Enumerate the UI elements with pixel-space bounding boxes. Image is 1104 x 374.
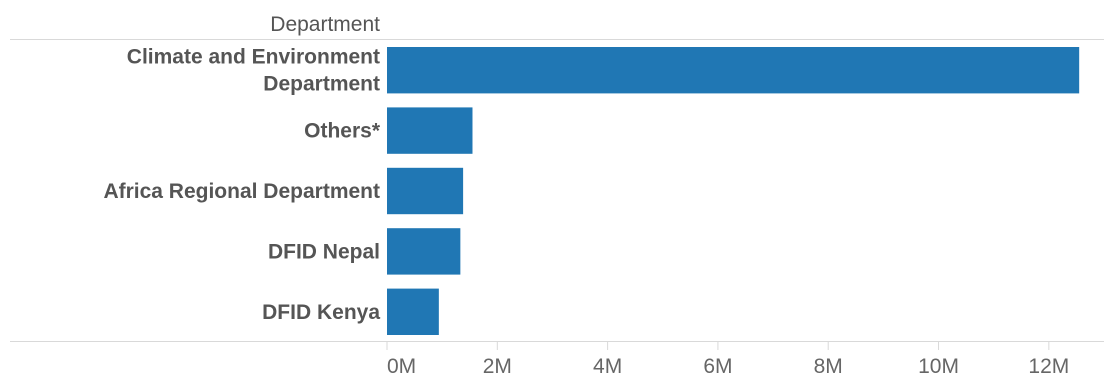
x-tick-label: 2M <box>483 355 512 374</box>
category-label: Others* <box>304 120 381 143</box>
category-label: Africa Regional Department <box>103 180 380 203</box>
category-label: Department <box>263 73 380 96</box>
bars-group <box>387 47 1080 335</box>
category-label: Climate and Environment <box>127 46 380 69</box>
x-tick-label: 0M <box>387 355 416 374</box>
x-axis-ticks-group: 0M 2M 4M 6M 8M 10M 12M <box>386 342 1069 374</box>
bar <box>387 47 1080 94</box>
x-tick-label: 4M <box>593 355 622 374</box>
x-tick-label: 10M <box>918 355 959 374</box>
x-tick-label: 12M <box>1028 355 1069 374</box>
row-header-label: Department <box>270 13 380 36</box>
x-tick-label: 6M <box>703 355 732 374</box>
category-labels-group: Climate and Environment Department Others*… <box>103 46 380 324</box>
bar <box>387 288 439 335</box>
bar <box>387 228 461 275</box>
category-label: DFID Kenya <box>262 301 380 324</box>
bar <box>387 107 473 154</box>
bar <box>387 167 464 215</box>
category-label: DFID Nepal <box>268 240 380 263</box>
x-tick-label: 8M <box>814 355 843 374</box>
